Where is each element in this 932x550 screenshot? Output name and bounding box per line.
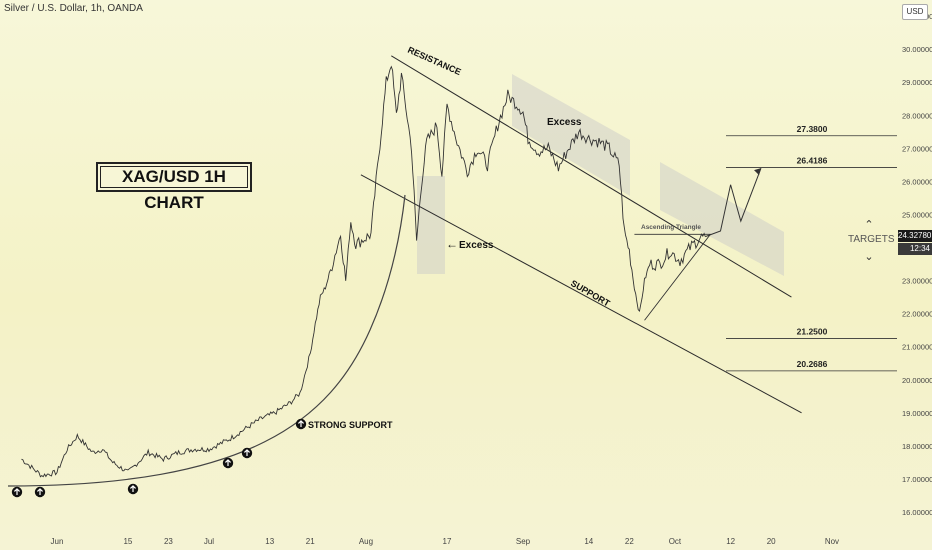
y-tick-label: 28.00000 [902,111,932,120]
y-tick-label: 25.00000 [902,210,932,219]
targets-down-icon: ⌄ [864,251,873,263]
y-tick-label: 19.00000 [902,409,932,418]
support-arrow-glyph [243,449,251,456]
target-level-label: 21.2500 [797,326,828,336]
y-tick-label: 27.00000 [902,144,932,153]
excess-zones [417,74,784,276]
x-tick-label: 23 [164,537,173,546]
projection-arrowhead [754,168,762,176]
excess-arrow-icon: ← [446,237,458,251]
y-tick-label: 29.00000 [902,78,932,87]
projection-zone [660,162,784,276]
excess-label-left: Excess [459,240,494,251]
x-tick-label: 22 [625,537,634,546]
support-arrow-glyph [297,420,305,427]
target-level-label: 26.4186 [797,156,828,166]
y-tick-label: 26.00000 [902,177,932,186]
resistance-label: RESISTANCE [406,45,462,77]
x-tick-label: 15 [123,537,132,546]
x-tick-label: Sep [516,537,531,546]
y-tick-label: 21.00000 [902,343,932,352]
chart-title-box: XAG/USD 1H CHART [96,162,252,212]
y-tick-label: 23.00000 [902,277,932,286]
x-tick-label: 17 [443,537,452,546]
last-price-badge: 24.32780 [898,230,932,242]
y-tick-label: 17.00000 [902,475,932,484]
excess-label-top: Excess [547,117,582,128]
countdown-badge: 12:34 [898,243,932,255]
y-tick-label: 20.00000 [902,376,932,385]
support-arrow-glyph [129,485,137,492]
x-tick-label: Oct [669,537,682,546]
excess-zone-top [512,74,630,196]
y-tick-label: 16.00000 [902,508,932,517]
projection-path [705,168,762,238]
strong-support-label: STRONG SUPPORT [308,420,393,430]
y-tick-label: 30.00000 [902,45,932,54]
x-tick-label: Jun [51,537,64,546]
resistance-trendline [391,55,792,298]
symbol-header[interactable]: Silver / U.S. Dollar, 1h, OANDA [4,3,143,14]
currency-button[interactable]: USD [902,4,928,20]
x-tick-label: Nov [825,537,839,546]
trendlines [7,55,897,487]
support-arrow-glyph [224,459,232,466]
excess-zone-left [417,176,445,274]
y-tick-label: 22.00000 [902,310,932,319]
x-tick-label: 14 [584,537,593,546]
x-tick-label: 21 [306,537,315,546]
x-tick-label: 20 [767,537,776,546]
axes: 16.00000 17.00000 18.00000 19.00000 20.00000… [51,12,932,546]
parabolic-support-curve [7,194,406,487]
x-tick-label: 13 [265,537,274,546]
x-tick-label: Jul [204,537,214,546]
support-trendline [360,174,802,414]
targets-label: TARGETS [848,234,895,245]
x-tick-label: 12 [726,537,735,546]
targets-up-icon: ⌃ [864,219,873,231]
price-line [21,65,706,478]
x-tick-label: Aug [359,537,373,546]
ascending-triangle-label: Ascending Triangle [641,224,701,231]
target-level-label: 20.2686 [797,359,828,369]
support-label: SUPPORT [569,278,612,309]
support-arrow-glyph [36,488,44,495]
support-arrow-glyph [13,488,21,495]
y-tick-label: 18.00000 [902,442,932,451]
price-series [21,65,762,478]
target-level-label: 27.3800 [797,124,828,134]
